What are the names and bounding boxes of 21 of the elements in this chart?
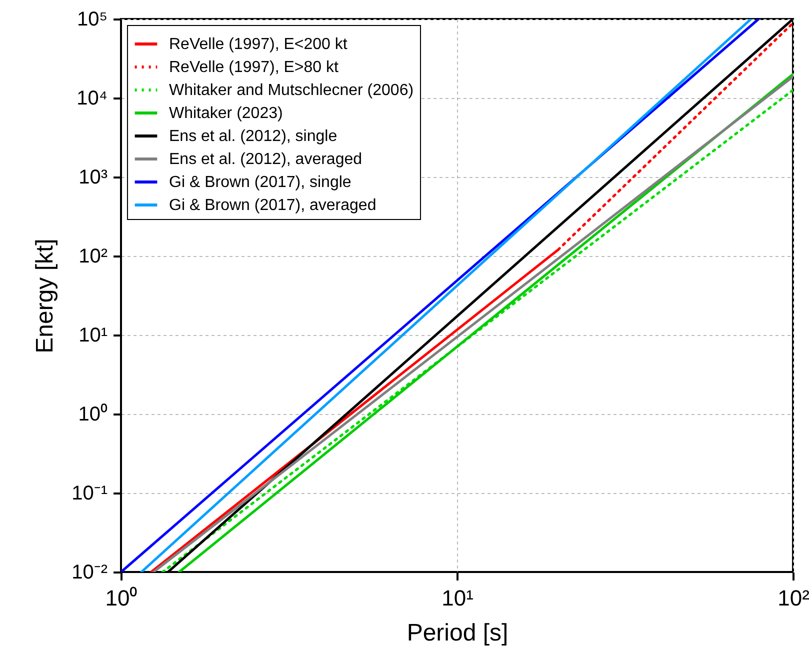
legend-label: Ens et al. (2012), averaged xyxy=(169,151,362,168)
y-tick-label: 10⁻² xyxy=(72,562,108,584)
legend-label: Gi & Brown (2017), single xyxy=(169,174,352,191)
y-tick-label: 10³ xyxy=(78,166,108,188)
y-tick-label: 10⁴ xyxy=(76,88,108,110)
x-tick-label: 10⁰ xyxy=(105,586,138,610)
y-axis-title: Energy [kt] xyxy=(32,238,59,354)
legend-label: ReVelle (1997), E<200 kt xyxy=(169,36,348,53)
y-tick-label: 10⁵ xyxy=(76,8,108,30)
y-tick-label: 10⁻¹ xyxy=(72,482,108,504)
legend-label: Whitaker (2023) xyxy=(169,105,283,122)
x-tick-label: 10¹ xyxy=(442,586,474,610)
legend-label: Ens et al. (2012), single xyxy=(169,128,338,145)
y-tick-label: 10² xyxy=(78,246,108,268)
x-axis-title: Period [s] xyxy=(406,620,508,646)
legend-label: Gi & Brown (2017), averaged xyxy=(169,197,376,214)
y-tick-label: 10¹ xyxy=(78,324,108,346)
y-tick-label: 10⁰ xyxy=(78,402,108,426)
x-tick-label: 10² xyxy=(778,586,809,610)
legend-label: ReVelle (1997), E>80 kt xyxy=(169,59,339,76)
legend-label: Whitaker and Mutschlecner (2006) xyxy=(169,82,414,99)
